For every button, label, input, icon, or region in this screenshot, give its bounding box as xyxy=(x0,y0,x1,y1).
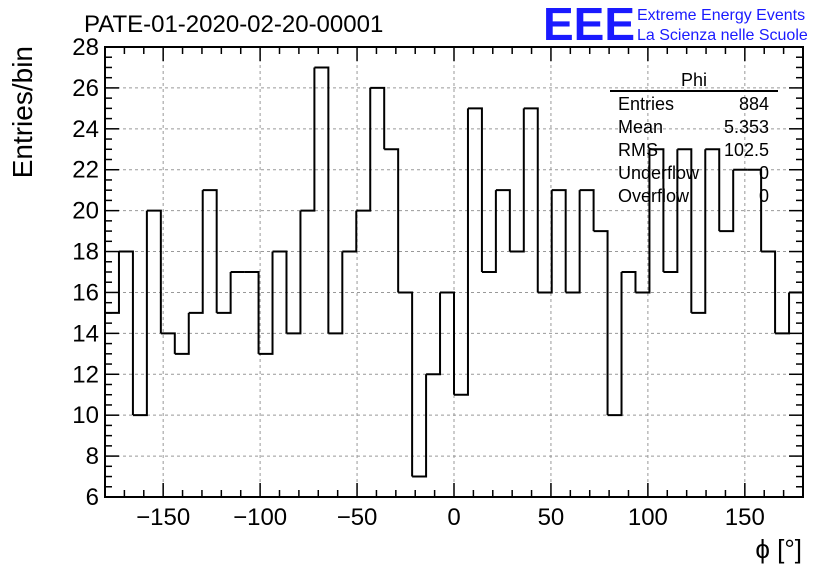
hist-bin-41 xyxy=(677,148,693,313)
hist-bin-6 xyxy=(188,190,204,314)
hist-bin-22 xyxy=(412,374,428,478)
stats-value: 884 xyxy=(739,94,769,114)
y-tick-label: 14 xyxy=(72,320,99,347)
y-tick-label: 8 xyxy=(86,443,99,470)
y-tick-label: 20 xyxy=(72,198,99,225)
hist-bin-42 xyxy=(691,149,707,314)
hist-bin-32 xyxy=(551,189,567,293)
hist-bin-20 xyxy=(384,148,400,293)
hist-bin-21 xyxy=(398,291,414,477)
x-tick-label: −50 xyxy=(337,504,378,531)
chart-title: PATE-01-2020-02-20-00001 xyxy=(84,11,383,38)
stats-label: RMS xyxy=(618,140,658,160)
y-tick-label: 16 xyxy=(72,279,99,306)
x-tick-label: 150 xyxy=(725,504,765,531)
stats-rows: Entries 884 Mean 5.353 RMS 102.5 Underflow 0 Ove… xyxy=(618,94,769,206)
stats-value: 102.5 xyxy=(724,140,769,160)
hist-bin-14 xyxy=(300,67,316,212)
hist-bin-33 xyxy=(565,190,581,294)
x-axis-label: ϕ [°] xyxy=(755,534,802,564)
hist-bin-25 xyxy=(454,108,469,396)
hist-bin-26 xyxy=(467,107,483,272)
stats-box: Phi Entries 884 Mean 5.353 RMS 102.5 Underflow… xyxy=(610,70,778,206)
hist-bin-29 xyxy=(509,108,525,253)
tick-labels: −150 −100 −50 0 50 100 150 6 8 10 12 14 16 18 20 22 24 26… xyxy=(72,34,765,531)
y-tick-label: 12 xyxy=(72,361,99,388)
stats-label: Entries xyxy=(618,94,674,114)
hist-bin-16 xyxy=(328,251,344,335)
hist-bin-2 xyxy=(132,210,148,417)
hist-bin-43 xyxy=(705,148,721,232)
logo-line1: Extreme Energy Events xyxy=(637,7,805,24)
logo-mark: EEE xyxy=(543,0,635,50)
x-tick-label: 50 xyxy=(538,504,565,531)
hist-bin-24 xyxy=(440,291,455,395)
hist-bin-36 xyxy=(607,272,623,417)
axis-ticks xyxy=(104,46,804,498)
y-tick-label: 18 xyxy=(72,239,99,266)
hist-bin-31 xyxy=(537,190,553,294)
hist-bin-23 xyxy=(426,292,442,376)
x-tick-label: 0 xyxy=(447,504,460,531)
y-tick-label: 26 xyxy=(72,75,99,102)
hist-bin-18 xyxy=(356,87,372,212)
hist-bin-17 xyxy=(342,210,358,253)
hist-bin-7 xyxy=(202,189,218,313)
x-tick-label: −100 xyxy=(233,504,287,531)
hist-bin-38 xyxy=(635,149,651,294)
stats-title: Phi xyxy=(681,70,707,90)
hist-bin-15 xyxy=(314,66,330,334)
stats-label: Overflow xyxy=(618,186,690,206)
y-axis-label: Entries/bin xyxy=(7,46,38,178)
hist-bin-28 xyxy=(495,189,511,252)
hist-bin-30 xyxy=(523,107,539,293)
y-tick-label: 24 xyxy=(72,116,99,143)
y-tick-label: 28 xyxy=(72,34,99,61)
grid-lines xyxy=(105,47,803,497)
hist-bin-34 xyxy=(579,189,595,232)
eee-logo: EEE Extreme Energy Events La Scienza nel… xyxy=(543,0,808,50)
y-tick-label: 22 xyxy=(72,157,99,184)
stats-label: Mean xyxy=(618,117,663,137)
x-tick-label: −150 xyxy=(136,504,190,531)
y-tick-label: 6 xyxy=(86,484,99,511)
hist-bin-11 xyxy=(258,251,274,355)
hist-bin-4 xyxy=(160,332,176,354)
hist-bin-27 xyxy=(481,190,497,273)
hist-bin-47 xyxy=(761,250,777,334)
hist-bin-19 xyxy=(370,86,386,150)
stats-value: 0 xyxy=(759,186,769,206)
hist-bin-37 xyxy=(621,271,637,293)
hist-bin-35 xyxy=(593,230,609,416)
hist-bin-44 xyxy=(719,169,735,233)
hist-bin-5 xyxy=(174,312,190,355)
hist-bin-8 xyxy=(216,272,232,314)
y-tick-label: 10 xyxy=(72,402,99,429)
hist-bin-40 xyxy=(663,149,679,273)
hist-bin-13 xyxy=(286,210,302,335)
stats-label: Underflow xyxy=(618,163,700,183)
hist-bin-3 xyxy=(146,209,162,334)
stats-value: 0 xyxy=(759,163,769,183)
hist-bin-48 xyxy=(775,292,791,335)
hist-bin-1 xyxy=(118,250,134,416)
hist-bin-39 xyxy=(649,148,665,272)
x-tick-label: 100 xyxy=(628,504,668,531)
logo-line2: La Scienza nelle Scuole xyxy=(637,27,808,44)
stats-value: 5.353 xyxy=(724,117,769,137)
hist-bin-46 xyxy=(747,168,763,252)
hist-bin-12 xyxy=(272,250,288,334)
hist-bin-10 xyxy=(244,271,260,354)
